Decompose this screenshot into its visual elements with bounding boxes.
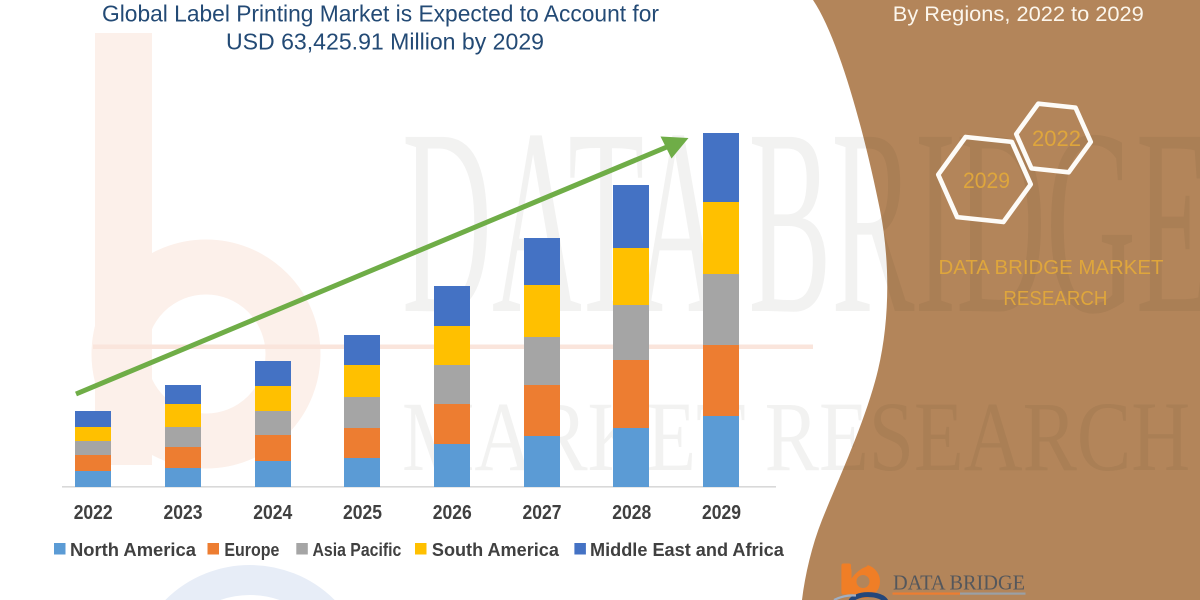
svg-text:Europe: Europe — [224, 540, 279, 560]
svg-text:2022: 2022 — [74, 502, 113, 524]
svg-text:USD 63,425.91 Million by 2029: USD 63,425.91 Million by 2029 — [226, 29, 544, 55]
svg-text:2028: 2028 — [612, 502, 651, 524]
svg-text:DATA BRIDGE: DATA BRIDGE — [893, 571, 1025, 595]
svg-text:2029: 2029 — [702, 502, 741, 524]
svg-text:2029: 2029 — [963, 168, 1010, 193]
svg-text:North America: North America — [70, 540, 197, 560]
svg-text:2022: 2022 — [1032, 126, 1081, 151]
svg-text:South America: South America — [432, 540, 560, 560]
svg-text:MARKET RESEARCH: MARKET RESEARCH — [402, 381, 1190, 492]
svg-text:2024: 2024 — [253, 502, 293, 524]
svg-text:Global Label Printing Market i: Global Label Printing Market is Expected… — [102, 1, 659, 27]
svg-text:2023: 2023 — [164, 502, 203, 524]
svg-text:RESEARCH: RESEARCH — [1003, 287, 1107, 310]
svg-text:Middle East and Africa: Middle East and Africa — [590, 540, 785, 560]
svg-text:MARKET RESEARCH: MARKET RESEARCH — [906, 598, 1020, 600]
svg-text:By Regions, 2022 to 2029: By Regions, 2022 to 2029 — [893, 3, 1144, 26]
svg-text:2026: 2026 — [433, 502, 472, 524]
svg-text:DATA BRIDGE MARKET: DATA BRIDGE MARKET — [939, 256, 1164, 279]
svg-text:2025: 2025 — [343, 502, 382, 524]
svg-text:2027: 2027 — [523, 502, 562, 524]
svg-text:Asia Pacific: Asia Pacific — [313, 540, 402, 560]
